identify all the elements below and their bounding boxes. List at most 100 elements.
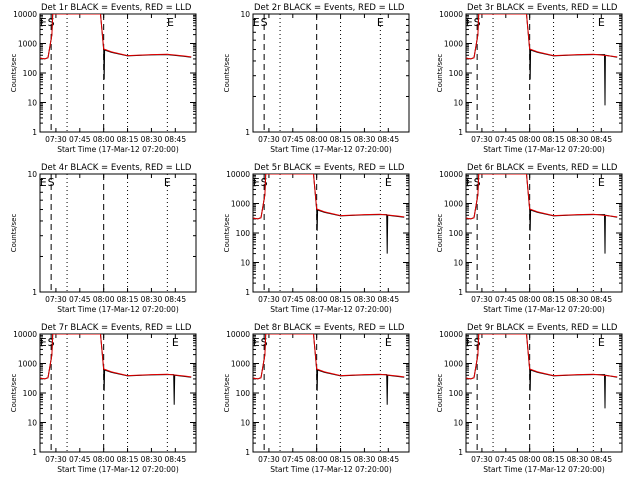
x-tick-label: 08:30 [354, 135, 376, 144]
event-marker-label: E [40, 336, 47, 349]
x-tick-label: 07:45 [282, 295, 304, 304]
panel-title: Det 4r BLACK = Events, RED = LLD [41, 163, 192, 173]
x-tick-label: 08:30 [141, 135, 163, 144]
event-marker-label: S [474, 176, 481, 189]
x-tick-label: 08:30 [141, 295, 163, 304]
event-marker-label: E [598, 16, 605, 29]
y-tick-label: 1 [32, 128, 37, 137]
x-tick-label: 08:45 [377, 135, 399, 144]
y-tick-label: 10 [240, 419, 250, 428]
x-tick-label: 08:45 [164, 295, 186, 304]
y-tick-label: 1000 [231, 200, 250, 209]
x-tick-label: 08:15 [117, 295, 139, 304]
panel-title: Det 8r BLACK = Events, RED = LLD [254, 323, 405, 333]
x-tick-label: 08:30 [354, 295, 376, 304]
event-marker-label: E [385, 336, 392, 349]
x-axis-label: Start Time (17-Mar-12 07:20:00) [270, 305, 392, 314]
x-tick-label: 08:30 [567, 135, 589, 144]
panel-title: Det 6r BLACK = Events, RED = LLD [467, 163, 618, 173]
plot-frame [252, 13, 410, 133]
y-tick-label: 100 [449, 69, 464, 78]
y-tick-label: 10000 [439, 170, 463, 179]
lld-series-line [466, 334, 618, 380]
y-tick-label: 10 [27, 170, 37, 179]
x-tick-label: 08:45 [590, 135, 612, 144]
y-axis-label: Counts/sec [10, 54, 18, 93]
x-tick-label: 07:30 [258, 295, 280, 304]
panel-title: Det 3r BLACK = Events, RED = LLD [467, 3, 618, 13]
x-tick-label: 08:15 [117, 135, 139, 144]
x-axis-label: Start Time (17-Mar-12 07:20:00) [57, 305, 179, 314]
x-tick-label: 08:30 [354, 455, 376, 464]
y-tick-label: 10000 [439, 330, 463, 339]
x-tick-label: 08:15 [543, 295, 565, 304]
y-axis-label: Counts/sec [10, 214, 18, 253]
x-tick-label: 08:45 [590, 295, 612, 304]
y-tick-label: 10000 [13, 330, 37, 339]
event-marker-label: E [40, 176, 47, 189]
x-tick-label: 08:30 [141, 455, 163, 464]
y-axis-label: Counts/sec [10, 374, 18, 413]
event-marker-label: S [48, 16, 55, 29]
y-tick-label: 10 [453, 419, 463, 428]
event-marker-label: E [167, 16, 174, 29]
x-axis-label: Start Time (17-Mar-12 07:20:00) [270, 145, 392, 154]
event-marker-label: E [40, 16, 47, 29]
y-tick-label: 100 [23, 389, 38, 398]
x-tick-label: 07:30 [471, 295, 493, 304]
x-tick-label: 08:00 [93, 295, 115, 304]
y-tick-label: 1 [245, 448, 250, 457]
y-tick-label: 100 [236, 229, 251, 238]
event-marker-label: E [466, 176, 473, 189]
panel-6: Det 6r BLACK = Events, RED = LLD 07:30 07:… [436, 163, 623, 314]
x-tick-label: 08:00 [519, 135, 541, 144]
events-series-line [466, 174, 618, 254]
x-tick-label: 08:30 [567, 455, 589, 464]
x-axis-label: Start Time (17-Mar-12 07:20:00) [57, 145, 179, 154]
x-tick-label: 08:00 [93, 135, 115, 144]
x-tick-label: 08:30 [567, 295, 589, 304]
y-tick-label: 100 [23, 69, 38, 78]
x-tick-label: 07:30 [471, 455, 493, 464]
x-tick-label: 08:00 [93, 455, 115, 464]
y-tick-label: 100 [449, 389, 464, 398]
plot-frame [252, 333, 410, 453]
y-tick-label: 1 [32, 288, 37, 297]
y-tick-label: 10000 [13, 10, 37, 19]
lld-series-line [40, 14, 192, 60]
panel-8: Det 8r BLACK = Events, RED = LLD 07:30 07:… [223, 323, 410, 474]
y-tick-label: 1 [458, 128, 463, 137]
y-tick-label: 1000 [231, 360, 250, 369]
event-marker-label: E [377, 16, 384, 29]
x-tick-label: 07:45 [495, 455, 517, 464]
x-tick-label: 08:15 [117, 455, 139, 464]
y-tick-label: 10 [240, 259, 250, 268]
y-tick-label: 10 [453, 259, 463, 268]
lld-series-line [40, 334, 192, 380]
event-marker-label: E [172, 336, 179, 349]
event-marker-label: E [253, 336, 260, 349]
y-tick-label: 1 [458, 448, 463, 457]
events-series-line [253, 174, 405, 254]
event-marker-label: E [466, 16, 473, 29]
y-tick-label: 10000 [439, 10, 463, 19]
x-tick-label: 08:15 [330, 135, 352, 144]
x-tick-label: 08:45 [590, 455, 612, 464]
x-tick-label: 07:45 [69, 295, 91, 304]
event-marker-label: S [261, 176, 268, 189]
y-tick-label: 1000 [18, 40, 37, 49]
panel-title: Det 2r BLACK = Events, RED = LLD [254, 3, 405, 13]
event-marker-label: E [598, 176, 605, 189]
y-tick-label: 1 [245, 128, 250, 137]
plot-frame [39, 333, 197, 453]
panel-title: Det 5r BLACK = Events, RED = LLD [254, 163, 405, 173]
y-tick-label: 1000 [444, 360, 463, 369]
x-axis-label: Start Time (17-Mar-12 07:20:00) [57, 465, 179, 474]
lld-series-line [253, 334, 405, 380]
x-axis-label: Start Time (17-Mar-12 07:20:00) [270, 465, 392, 474]
y-tick-label: 10 [27, 419, 37, 428]
y-tick-label: 1000 [444, 200, 463, 209]
panel-4: Det 4r BLACK = Events, RED = LLD 07:30 07:… [10, 163, 197, 314]
plot-frame [465, 333, 623, 453]
x-tick-label: 08:00 [306, 135, 328, 144]
